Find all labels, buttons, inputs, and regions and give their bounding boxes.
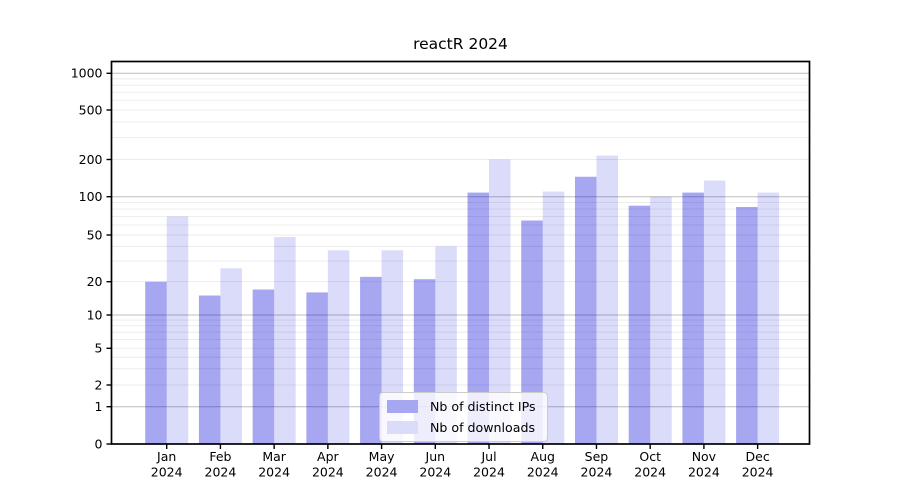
x-tick-year-jun: 2024 xyxy=(419,465,451,480)
x-tick-year-feb: 2024 xyxy=(205,465,237,480)
x-tick-year-sep: 2024 xyxy=(581,465,613,480)
bar-sep-distinct-ips xyxy=(574,176,597,444)
x-tick-year-dec: 2024 xyxy=(742,465,774,480)
x-tick-year-oct: 2024 xyxy=(634,465,666,480)
bar-nov-downloads xyxy=(703,180,726,444)
bar-dec-distinct-ips xyxy=(736,206,758,444)
legend-label-downloads: Nb of downloads xyxy=(430,419,536,435)
x-tick-label-feb: Feb xyxy=(209,449,231,464)
bar-jul-downloads xyxy=(489,159,511,444)
y-tick-label-0: 0 xyxy=(95,436,103,451)
bar-feb-distinct-ips xyxy=(198,295,221,444)
x-tick-label-sep: Sep xyxy=(585,449,609,464)
x-tick-year-jul: 2024 xyxy=(473,465,505,480)
x-tick-year-jan: 2024 xyxy=(151,465,183,480)
legend-entry-downloads: Nb of downloads xyxy=(387,420,536,436)
y-tick-label-2: 2 xyxy=(95,377,103,392)
x-tick-label-may: May xyxy=(369,449,395,464)
y-tick-label-20: 20 xyxy=(87,274,103,289)
x-tick-year-mar: 2024 xyxy=(258,465,290,480)
bar-feb-downloads xyxy=(220,268,242,444)
bar-jan-downloads xyxy=(166,216,189,444)
legend-swatch-downloads xyxy=(387,421,418,435)
bar-mar-distinct-ips xyxy=(252,289,275,444)
x-tick-label-jan: Jan xyxy=(156,449,176,464)
bar-aug-downloads xyxy=(542,191,565,444)
bar-jan-distinct-ips xyxy=(145,281,167,444)
legend-label-distinct-ips: Nb of distinct IPs xyxy=(430,399,536,414)
bar-may-distinct-ips xyxy=(360,276,382,444)
bar-aug-distinct-ips xyxy=(521,220,543,444)
x-tick-year-aug: 2024 xyxy=(527,465,559,480)
y-tick-label-200: 200 xyxy=(79,152,103,167)
bar-apr-downloads xyxy=(327,250,350,444)
y-tick-label-10: 10 xyxy=(87,307,103,322)
y-tick-label-1: 1 xyxy=(95,399,103,414)
y-tick-label-1000: 1000 xyxy=(71,66,103,81)
legend-entry-distinct-ips: Nb of distinct IPs xyxy=(387,399,536,415)
x-tick-year-apr: 2024 xyxy=(312,465,344,480)
plot-border xyxy=(110,60,811,445)
x-tick-label-jun: Jun xyxy=(425,449,446,464)
bar-dec-downloads xyxy=(757,192,780,444)
bar-jul-distinct-ips xyxy=(467,192,490,444)
bar-mar-downloads xyxy=(274,237,296,444)
y-tick-label-50: 50 xyxy=(87,227,103,242)
bar-oct-downloads xyxy=(650,196,672,444)
x-tick-label-nov: Nov xyxy=(692,449,717,464)
x-tick-label-aug: Aug xyxy=(531,449,555,464)
chart-title: reactR 2024 xyxy=(413,35,508,53)
legend: Nb of distinct IPs Nb of downloads xyxy=(379,392,548,443)
bar-apr-distinct-ips xyxy=(306,292,328,444)
x-tick-label-dec: Dec xyxy=(746,449,770,464)
legend-swatch-distinct-ips xyxy=(387,400,418,414)
x-tick-label-oct: Oct xyxy=(639,449,661,464)
bar-oct-distinct-ips xyxy=(628,205,651,444)
x-tick-label-jul: Jul xyxy=(480,449,496,464)
y-tick-label-5: 5 xyxy=(95,341,103,356)
y-tick-label-500: 500 xyxy=(79,102,103,117)
x-tick-year-may: 2024 xyxy=(366,465,398,480)
x-tick-label-apr: Apr xyxy=(317,449,339,464)
bar-sep-downloads xyxy=(596,155,618,444)
bar-nov-distinct-ips xyxy=(682,192,704,444)
y-tick-label-100: 100 xyxy=(79,189,103,204)
x-tick-year-nov: 2024 xyxy=(688,465,720,480)
x-tick-label-mar: Mar xyxy=(262,449,286,464)
